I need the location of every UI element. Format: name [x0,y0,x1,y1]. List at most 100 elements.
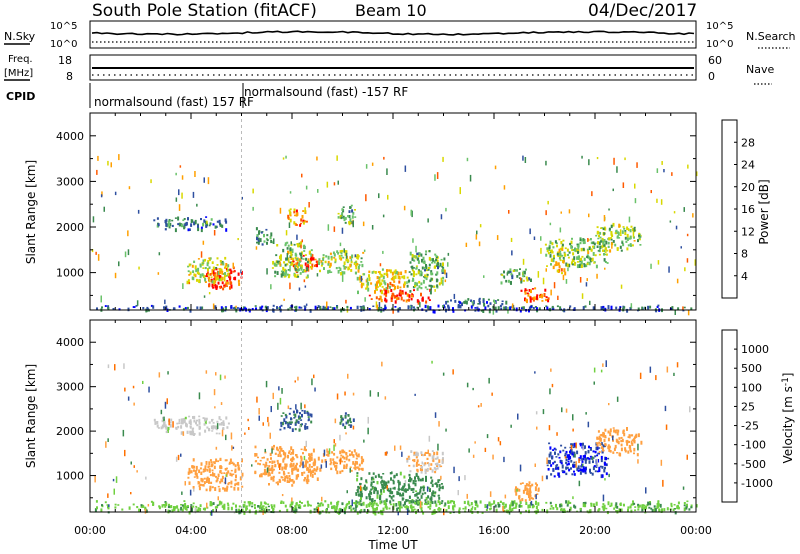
echo-cell [525,487,528,490]
echo-cell [582,241,585,245]
echo-cell [374,475,377,479]
echo-cell [355,504,357,512]
echo-cell [561,254,564,257]
echo-cell [344,216,347,220]
echo-cell [573,464,576,468]
echo-cell [418,252,421,256]
echo-cell [286,263,289,266]
echo-cell [548,246,551,250]
echo-cell [419,467,422,471]
echo-cell [649,366,652,373]
echo-cell [421,298,424,302]
echo-cell [233,270,236,273]
echo-cell [602,508,605,511]
echo-cell [325,306,328,311]
echo-cell [627,244,630,247]
echo-cell [429,258,432,262]
echo-cell [583,239,586,243]
echo-cell [157,427,160,429]
echo-cell [194,274,197,278]
echo-cell [307,412,310,416]
echo-cell [545,305,548,308]
echo-patch [96,304,693,314]
echo-cell [436,462,439,466]
echo-cell [221,276,224,281]
x-tick-label: 04:00 [175,524,207,537]
echo-cell [345,258,348,262]
echo-cell [421,510,423,513]
echo-cell [329,463,332,466]
echo-cell [599,231,602,235]
echo-cell [452,369,454,375]
echo-cell [558,456,561,459]
echo-cell [221,475,224,480]
echo-cell [365,479,368,483]
echo-cell [689,406,691,413]
echo-cell [604,436,607,439]
echo-cell [221,281,224,285]
echo-cell [226,266,229,270]
echo-cell [153,219,156,222]
echo-cell [393,276,396,280]
echo-cell [567,267,569,272]
echo-cell [280,421,283,425]
echo-cell [275,263,278,267]
echo-cell [213,473,216,477]
echo-cell [324,500,327,503]
echo-cell [425,475,427,480]
echo-cell [150,179,152,184]
echo-cell [422,256,425,261]
echo-cell [563,470,566,474]
echo-cell [418,503,421,506]
echo-cell [333,256,336,259]
echo-cell [597,241,599,245]
echo-cell [631,444,634,446]
echo-cell [405,507,408,510]
echo-cell [272,261,275,265]
echo-cell [188,274,191,276]
echo-cell [603,215,606,222]
echo-cell [357,485,360,489]
echo-cell [410,488,413,491]
echo-cell [222,487,225,490]
echo-cell [592,241,595,245]
echo-cell [560,444,563,447]
echo-cell [346,455,349,457]
echo-cell [578,480,581,487]
echo-cell [567,502,570,505]
echo-cell [267,416,269,423]
echo-cell [128,506,131,510]
echo-cell [443,504,446,507]
echo-cell [287,269,290,271]
echo-cell [522,274,525,278]
echo-cell [232,270,235,273]
echo-cell [610,502,613,507]
echo-cell [304,254,307,256]
echo-cell [341,208,344,211]
echo-cell [198,422,201,425]
echo-cell [464,506,467,510]
echo-cell [623,432,626,437]
echo-cell [329,262,332,267]
echo-cell [299,500,301,503]
echo-cell [628,440,631,443]
echo-cell [385,503,388,507]
echo-cell [562,257,565,259]
echo-cell [307,503,310,507]
echo-cell [650,507,653,510]
echo-cell [411,210,413,218]
echo-cell [412,279,415,281]
echo-cell [530,289,532,294]
echo-cell [612,427,615,429]
echo-cell [379,509,382,512]
echo-cell [234,470,237,474]
echo-cell [237,487,240,491]
echo-cell [384,500,387,505]
echo-cell [655,375,657,381]
echo-cell [546,306,549,311]
echo-cell [336,512,339,514]
echo-cell [616,396,619,402]
echo-cell [219,260,222,263]
echo-cell [205,417,208,421]
echo-cell [549,453,552,456]
